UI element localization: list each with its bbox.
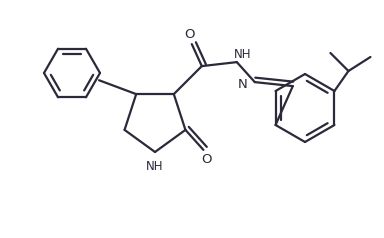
Text: NH: NH — [146, 159, 164, 173]
Text: O: O — [201, 153, 212, 166]
Text: NH: NH — [234, 48, 252, 61]
Text: O: O — [185, 28, 195, 41]
Text: N: N — [238, 78, 248, 91]
